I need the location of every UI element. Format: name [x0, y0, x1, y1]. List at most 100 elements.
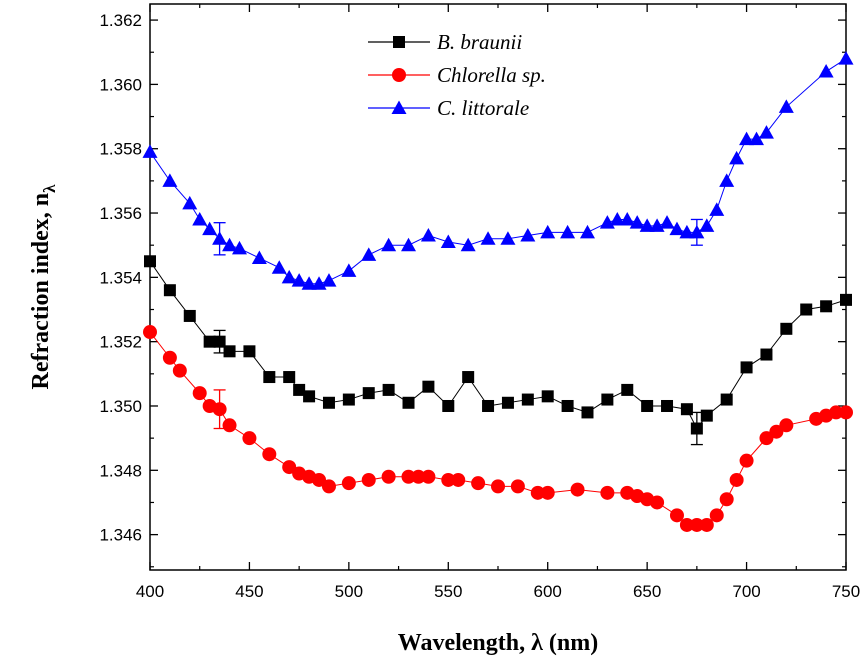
data-point: [212, 231, 228, 245]
y-tick-label: 1.356: [99, 204, 142, 223]
data-point: [144, 255, 156, 268]
legend-marker: [393, 36, 405, 48]
data-point: [301, 276, 317, 290]
legend-label: B. braunii: [437, 30, 522, 54]
data-point: [600, 485, 615, 500]
y-tick-label: 1.352: [99, 333, 142, 352]
x-tick-label: 600: [534, 582, 562, 601]
data-point: [291, 273, 307, 287]
data-point: [163, 284, 176, 297]
data-point: [729, 150, 745, 165]
x-axis-title: Wavelength, λ (nm): [398, 630, 598, 656]
data-point: [689, 517, 704, 532]
data-point: [510, 479, 525, 494]
data-point: [462, 371, 475, 384]
legend-entry: C. littorale: [368, 96, 529, 120]
data-point: [689, 224, 705, 239]
data-point: [441, 472, 456, 487]
series-line: [149, 58, 847, 285]
data-point: [142, 144, 158, 158]
data-point: [471, 476, 486, 491]
data-point: [719, 173, 735, 187]
data-point: [263, 371, 276, 384]
data-point: [401, 237, 417, 252]
data-point: [212, 402, 227, 417]
axis-ticks: 400 450 500 550 600 650 700 750 1.346 1.348 1.350 1…: [99, 4, 860, 601]
y-tick-label: 1.346: [99, 526, 142, 545]
data-point: [639, 218, 655, 232]
data-point: [480, 231, 496, 245]
data-point: [679, 224, 695, 239]
data-point: [183, 309, 196, 322]
data-point: [521, 393, 534, 406]
legend-marker: [391, 100, 407, 114]
data-point: [501, 396, 514, 409]
data-point: [282, 460, 297, 475]
series-line: [149, 260, 847, 430]
data-point: [541, 390, 554, 403]
data-point: [769, 424, 784, 439]
data-point: [778, 99, 794, 113]
data-point: [402, 396, 415, 409]
data-point: [839, 405, 853, 420]
data-point: [581, 406, 594, 419]
legend-label: C. littorale: [437, 96, 529, 120]
data-point: [143, 325, 157, 340]
data-point: [182, 195, 198, 210]
y-tick-label: 1.350: [99, 397, 142, 416]
x-tick-label: 650: [633, 582, 661, 601]
data-point: [231, 240, 247, 255]
data-point: [361, 472, 376, 487]
data-point: [422, 380, 435, 393]
series-layer: [142, 51, 854, 532]
x-tick-label: 550: [434, 582, 462, 601]
data-point: [838, 51, 854, 65]
data-point: [401, 469, 416, 484]
data-point: [641, 399, 654, 412]
data-point: [243, 345, 256, 358]
y-tick-label: 1.354: [99, 268, 142, 287]
data-point: [679, 517, 694, 532]
data-point: [322, 396, 335, 409]
data-point: [601, 393, 614, 406]
data-point: [342, 393, 355, 406]
legend-label: Chlorella sp.: [437, 63, 546, 87]
data-point: [818, 64, 834, 78]
data-point: [500, 231, 516, 245]
data-point: [760, 348, 773, 361]
data-point: [293, 383, 306, 396]
data-point: [460, 237, 476, 252]
legend: B. braunii Chlorella sp. C. littorale: [368, 30, 546, 120]
data-point: [421, 469, 436, 484]
data-point: [362, 387, 375, 400]
data-point: [283, 371, 296, 384]
data-point: [203, 335, 216, 348]
data-point: [192, 211, 208, 226]
data-point: [779, 418, 794, 433]
data-point: [321, 479, 336, 494]
data-point: [729, 472, 744, 487]
data-point: [540, 485, 555, 500]
data-point: [700, 409, 713, 422]
data-point: [382, 383, 395, 396]
series-2: [143, 325, 853, 532]
series-line: [149, 331, 846, 526]
x-tick-label: 700: [732, 582, 760, 601]
data-point: [341, 263, 357, 277]
data-point: [829, 405, 844, 420]
data-point: [669, 508, 684, 523]
data-point: [162, 350, 177, 365]
data-point: [520, 228, 536, 242]
data-point: [709, 508, 724, 523]
x-tick-label: 400: [136, 582, 164, 601]
data-point: [650, 495, 665, 510]
data-point: [669, 221, 685, 236]
data-point: [271, 260, 287, 274]
data-point: [570, 482, 585, 497]
data-point: [381, 469, 396, 484]
data-point: [621, 383, 634, 396]
data-point: [739, 453, 754, 468]
y-tick-label: 1.362: [99, 11, 142, 30]
x-tick-label: 750: [832, 582, 860, 601]
